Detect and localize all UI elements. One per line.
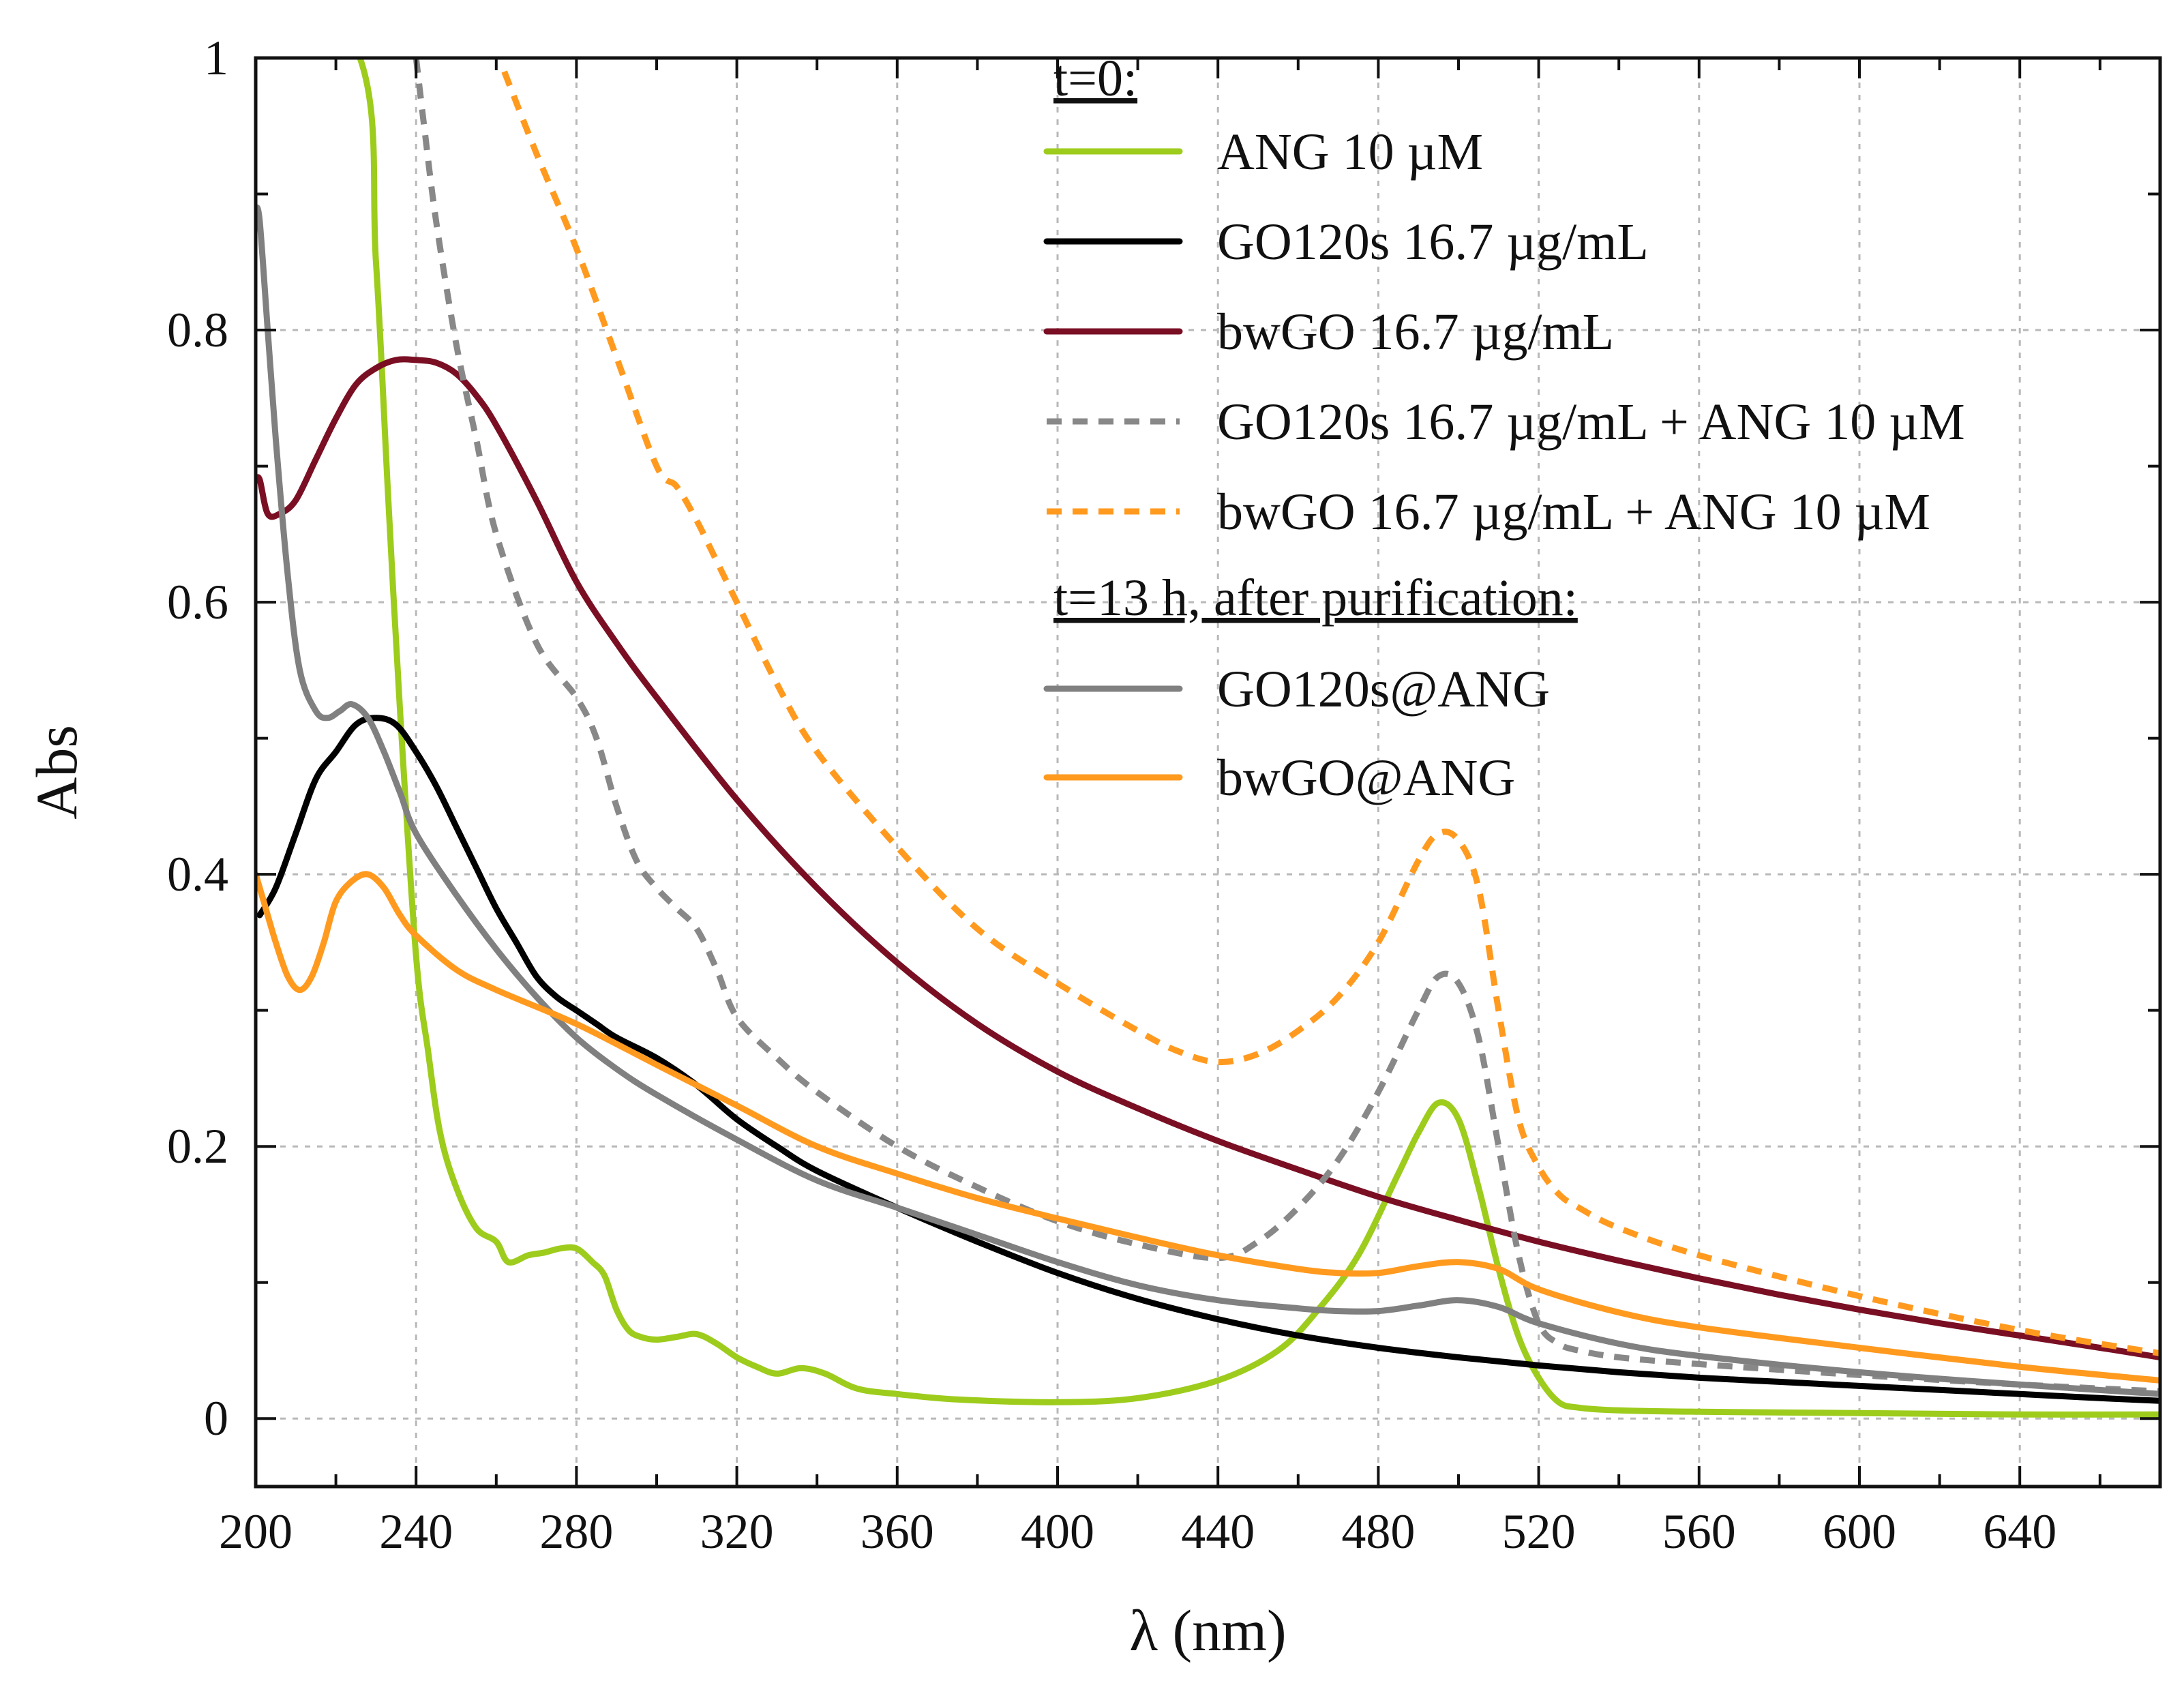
axis-ticks bbox=[254, 57, 2160, 1487]
legend-heading-t13h: t=13 h, after purification: bbox=[1053, 569, 1578, 627]
y-tick-label: 0.6 bbox=[167, 575, 228, 629]
x-tick-label: 640 bbox=[1983, 1504, 2056, 1559]
legend-label: bwGO 16.7 µg/mL bbox=[1217, 303, 1614, 361]
x-tick-label: 480 bbox=[1341, 1504, 1415, 1559]
legend-items: ANG 10 µM GO120s 16.7 µg/mL bwGO 16.7 µg/m… bbox=[1043, 123, 1965, 807]
y-tick-label: 0.2 bbox=[167, 1119, 228, 1174]
x-tick-label: 360 bbox=[861, 1504, 934, 1559]
x-tick-label: 600 bbox=[1823, 1504, 1896, 1559]
legend: t=0: t=13 h, after purification: ANG 10 … bbox=[1043, 50, 1965, 807]
series-line-4 bbox=[501, 70, 2160, 1356]
tick-labels: 200 240 280 320 360 400 440 480 520 560 600 640 0 0.2… bbox=[167, 31, 2056, 1559]
x-tick-label: 560 bbox=[1662, 1504, 1736, 1559]
x-tick-label: 440 bbox=[1181, 1504, 1255, 1559]
x-tick-label: 320 bbox=[700, 1504, 774, 1559]
series-line-3 bbox=[413, 58, 2160, 1395]
grid-lines bbox=[256, 58, 2160, 1487]
legend-label: GO120s 16.7 µg/mL bbox=[1217, 213, 1649, 271]
x-tick-label: 400 bbox=[1021, 1504, 1094, 1559]
series-line-6 bbox=[256, 871, 2160, 1384]
y-tick-label: 1 bbox=[204, 31, 228, 85]
legend-label: GO120s@ANG bbox=[1217, 661, 1550, 718]
legend-label: GO120s 16.7 µg/mL + ANG 10 µM bbox=[1217, 393, 1965, 451]
series-line-1 bbox=[256, 715, 2160, 1404]
x-axis-title: λ (nm) bbox=[1129, 1598, 1286, 1663]
plot-series bbox=[256, 58, 2160, 1418]
legend-heading-t0: t=0: bbox=[1053, 50, 1137, 107]
x-tick-label: 520 bbox=[1502, 1504, 1576, 1559]
x-tick-label: 280 bbox=[539, 1504, 613, 1559]
legend-label: bwGO 16.7 µg/mL + ANG 10 µM bbox=[1217, 483, 1930, 541]
y-tick-label: 0.4 bbox=[167, 847, 228, 901]
y-tick-label: 0 bbox=[204, 1391, 228, 1446]
series-line-5 bbox=[256, 204, 2160, 1397]
series-line-0 bbox=[357, 58, 2160, 1418]
plot-frame bbox=[254, 56, 2162, 1489]
legend-label: bwGO@ANG bbox=[1217, 749, 1515, 807]
series-line-2 bbox=[256, 356, 2160, 1360]
x-tick-label: 200 bbox=[219, 1504, 293, 1559]
legend-label: ANG 10 µM bbox=[1217, 123, 1483, 181]
y-tick-label: 0.8 bbox=[167, 303, 228, 357]
y-axis-title: Abs bbox=[24, 725, 89, 820]
x-tick-label: 240 bbox=[379, 1504, 453, 1559]
